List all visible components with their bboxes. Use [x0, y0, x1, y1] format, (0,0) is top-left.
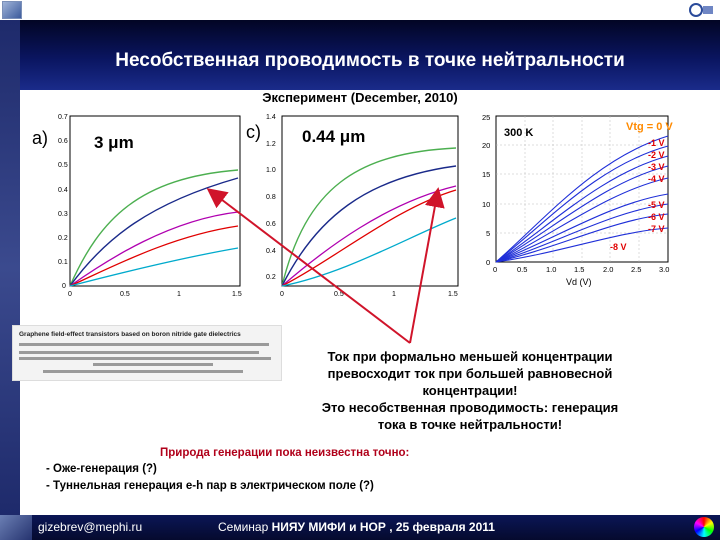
panel-c-ytick: 0.2	[266, 274, 276, 281]
panel-a-ytick: 0.4	[58, 187, 68, 194]
panel-right-curve-m2v	[495, 155, 669, 263]
panel-right-curve-m7v	[495, 213, 669, 263]
footer-email[interactable]: gizebrev@mephi.ru	[38, 520, 143, 534]
panel-right-vlabel: -2 V	[648, 150, 665, 160]
left-decor-rail	[0, 20, 20, 515]
panel-right-ytick: 10	[482, 200, 490, 209]
hypothesis-auger: - Оже-генерация (?)	[46, 463, 157, 475]
panel-right-curve-m3v	[495, 165, 669, 263]
color-wheel-icon	[694, 517, 714, 537]
hypothesis-tunneling: - Туннельная генерация e-h пар в электри…	[46, 480, 374, 492]
footer-seminar-prefix: Семинар	[218, 520, 272, 534]
top-strip	[0, 0, 720, 20]
annotation-line: превосходит ток при большей равновесной	[327, 366, 613, 381]
title-band: Несобственная проводимость в точке нейтр…	[20, 20, 720, 90]
panel-right-vlabel: -1 V	[648, 138, 665, 148]
university-logo-icon	[2, 1, 22, 19]
annotation-line: Ток при формально меньшей концентрации	[327, 349, 613, 364]
panel-a-ytick: 0.6	[58, 138, 68, 145]
panel-a-ytick: 0.1	[58, 259, 68, 266]
panel-a-curve-navy	[69, 177, 239, 287]
panel-right-xtick: 2.5	[631, 265, 641, 274]
footer-seminar-org: НИЯУ МИФИ и НОР ,	[271, 520, 393, 534]
nature-note: Природа генерации пока неизвестна точно:	[160, 447, 410, 459]
panel-a-xtick: 1.5	[232, 291, 242, 298]
panel-right-ytick: 15	[482, 170, 490, 179]
panel-right-vlabel: -4 V	[648, 174, 665, 184]
panel-right-temp: 300 K	[504, 127, 533, 139]
panel-c-ytick: 1.4	[266, 114, 276, 121]
panel-right-ytick: 5	[486, 229, 490, 238]
annotation-line: Это несобственная проводимость: генераци…	[321, 400, 619, 415]
panel-a-size-label: 3 μm	[94, 133, 134, 152]
panel-right-curve-0v	[495, 135, 669, 263]
panel-a-ytick: 0.7	[58, 114, 68, 121]
panel-right-vlabel: -5 V	[648, 200, 665, 210]
panel-a-label: a)	[32, 128, 48, 148]
panel-c-ytick: 1.2	[266, 141, 276, 148]
footer-band	[0, 515, 720, 540]
footer-logo-icon	[0, 515, 32, 540]
panel-right-curve-m5v	[495, 193, 669, 263]
paper-reference-inset: Graphene field-effect transistors based …	[12, 325, 282, 381]
plot-panel-c: c) 0.44 μm 1.4 1.2 1.0 0.8 0.6 0.4 0.2 0…	[246, 108, 468, 308]
annotation-line: тока в точке нейтральности!	[377, 417, 563, 432]
panel-right-xlabel: Vd (V)	[566, 277, 592, 287]
paper-title: Graphene field-effect transistors based …	[19, 331, 241, 338]
panel-a-ytick: 0.3	[58, 211, 68, 218]
panel-c-size-label: 0.44 μm	[302, 127, 365, 146]
panel-right-ytick: 20	[482, 141, 490, 150]
panel-right-vlabel: -7 V	[648, 224, 665, 234]
panel-right-xtick: 1.0	[546, 265, 556, 274]
panel-right-vlabel: -3 V	[648, 162, 665, 172]
panel-c-xtick: 1.5	[448, 291, 458, 298]
panel-right-ytick: 25	[482, 113, 490, 122]
footer-seminar: Семинар НИЯУ МИФИ и НОР , 25 февраля 201…	[218, 520, 495, 534]
panel-c-xtick: 0	[280, 291, 284, 298]
plot-panel-right: 300 K Vtg = 0 V -1 V -2 V -3 V -4 V -5 V…	[476, 108, 720, 288]
panel-right-ytick: 0	[486, 258, 490, 267]
panel-right-vtg: Vtg = 0 V	[626, 121, 673, 133]
panel-a-ytick: 0	[62, 283, 66, 290]
panel-right-vlabel: -8 V	[610, 242, 627, 252]
panel-right-xtick: 1.5	[574, 265, 584, 274]
panel-c-ytick: 0.8	[266, 194, 276, 201]
annotation-line: концентрации!	[422, 383, 518, 398]
panel-c-xtick: 1	[392, 291, 396, 298]
panel-a-curve-green	[69, 169, 239, 287]
panel-c-ytick: 1.0	[266, 167, 276, 174]
panel-right-xtick: 0	[493, 265, 497, 274]
panel-right-curve-m8v	[495, 227, 669, 263]
panel-a-xtick: 1	[177, 291, 181, 298]
slide-title: Несобственная проводимость в точке нейтр…	[115, 50, 625, 71]
annotation-text: Ток при формально меньшей концентрации п…	[270, 348, 670, 433]
experiment-subtitle: Эксперимент (December, 2010)	[262, 90, 458, 105]
panel-a-xtick: 0	[68, 291, 72, 298]
panel-right-xtick: 0.5	[517, 265, 527, 274]
panel-c-ytick: 0.4	[266, 248, 276, 255]
panel-a-ytick: 0.2	[58, 235, 68, 242]
panel-c-ytick: 0.6	[266, 221, 276, 228]
plot-panel-a: a) 3 μm 0.7 0.6 0.5 0.4 0.3 0.2 0.1 0 0 …	[20, 108, 246, 308]
institute-logo-icon	[689, 3, 713, 17]
panel-right-curve-m6v	[495, 203, 669, 263]
panel-right-xtick: 3.0	[659, 265, 669, 274]
panel-a-ytick: 0.5	[58, 162, 68, 169]
panel-right-curve-m1v	[495, 145, 669, 263]
panel-right-vlabel: -6 V	[648, 212, 665, 222]
panel-right-curve-m4v	[495, 177, 669, 263]
panel-right-xtick: 2.0	[603, 265, 613, 274]
panel-a-xtick: 0.5	[120, 291, 130, 298]
panel-c-label: c)	[246, 122, 261, 142]
panel-c-xtick: 0.5	[334, 291, 344, 298]
footer-date: 25 февраля 2011	[392, 520, 495, 534]
